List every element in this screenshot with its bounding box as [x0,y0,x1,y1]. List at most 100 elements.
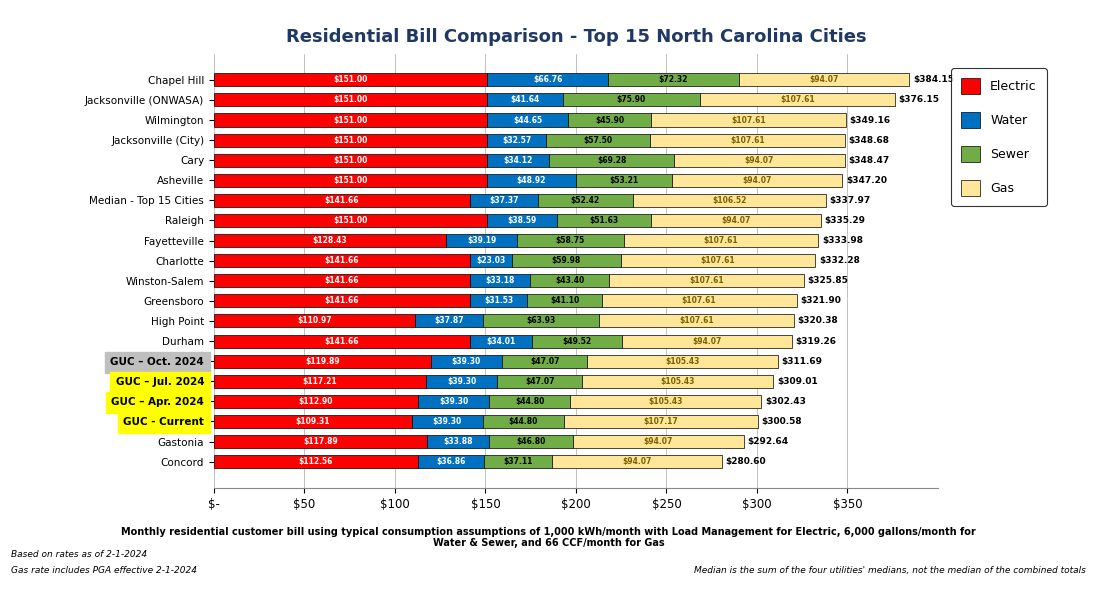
Text: Based on rates as of 2-1-2024: Based on rates as of 2-1-2024 [11,550,147,559]
Text: $117.21: $117.21 [303,377,337,386]
Bar [488,435,574,448]
Bar [418,455,485,468]
Bar [214,114,487,127]
Text: $105.43: $105.43 [666,356,700,366]
Bar [487,214,557,227]
Bar [487,73,608,86]
Bar [214,194,471,207]
Text: $105.43: $105.43 [660,377,695,386]
Text: $151.00: $151.00 [333,115,367,124]
Bar [530,274,609,287]
Bar [587,355,778,368]
Bar [700,93,895,107]
Text: $335.29: $335.29 [825,216,866,225]
Text: $332.28: $332.28 [819,256,860,265]
Text: $47.07: $47.07 [530,356,559,366]
Bar [739,73,909,86]
Bar [214,214,487,227]
Bar [570,395,761,408]
Text: $325.85: $325.85 [807,276,848,285]
Bar [574,435,744,448]
Text: $94.07: $94.07 [743,176,772,185]
Text: $34.12: $34.12 [504,156,533,165]
Text: $107.61: $107.61 [679,317,714,325]
Text: $107.61: $107.61 [701,256,735,265]
Bar [502,355,587,368]
Bar [214,334,471,347]
Text: $75.90: $75.90 [617,95,646,104]
Bar [428,435,488,448]
Text: Median is the sum of the four utilities' medians, not the median of the combined: Median is the sum of the four utilities'… [694,566,1086,575]
Text: $119.89: $119.89 [305,356,340,366]
Bar [487,154,548,167]
Bar [214,174,487,187]
Text: $51.63: $51.63 [589,216,619,225]
Bar [214,375,426,388]
Text: $39.30: $39.30 [432,417,462,426]
Bar [214,415,411,428]
Text: $72.32: $72.32 [659,76,688,84]
Bar [214,254,471,267]
Bar [532,334,622,347]
Text: $94.07: $94.07 [721,216,750,225]
Text: $151.00: $151.00 [333,76,367,84]
Text: $348.68: $348.68 [849,136,890,145]
Text: $33.88: $33.88 [443,437,473,446]
Text: $112.90: $112.90 [298,397,333,406]
Text: $141.66: $141.66 [325,276,360,285]
Bar [483,415,564,428]
Text: $107.61: $107.61 [731,136,765,145]
Text: $33.18: $33.18 [486,276,516,285]
Text: $48.92: $48.92 [517,176,546,185]
Bar [599,314,794,327]
Bar [214,93,487,107]
Bar [675,154,845,167]
Text: $107.61: $107.61 [689,276,724,285]
Bar [548,154,675,167]
Text: $37.37: $37.37 [489,196,519,205]
Bar [485,455,552,468]
Text: $309.01: $309.01 [777,377,817,386]
Bar [214,455,418,468]
Legend: Electric, Water, Sewer, Gas: Electric, Water, Sewer, Gas [951,68,1047,206]
Text: $66.76: $66.76 [533,76,563,84]
Bar [602,295,796,308]
Bar [471,274,530,287]
Text: $320.38: $320.38 [798,317,838,325]
Text: $39.30: $39.30 [446,377,476,386]
Text: $384.15: $384.15 [913,76,954,84]
Bar [214,154,487,167]
Bar [487,93,563,107]
Text: $94.07: $94.07 [692,337,722,346]
Text: $58.75: $58.75 [556,236,585,245]
Bar [214,395,418,408]
Bar [546,134,651,146]
Bar [214,435,428,448]
Bar [622,334,792,347]
Bar [214,314,415,327]
Text: $107.61: $107.61 [704,236,738,245]
Text: $141.66: $141.66 [325,256,360,265]
Text: $141.66: $141.66 [325,296,360,305]
Text: $349.16: $349.16 [849,115,891,124]
Bar [214,134,487,146]
Bar [608,73,739,86]
Text: $107.17: $107.17 [644,417,678,426]
Text: $112.56: $112.56 [298,457,333,466]
Text: $321.90: $321.90 [800,296,841,305]
Bar [497,375,583,388]
Text: $311.69: $311.69 [782,356,823,366]
Bar [564,415,758,428]
Text: $44.80: $44.80 [509,417,539,426]
Text: $109.31: $109.31 [295,417,330,426]
Bar [651,134,845,146]
Text: $107.61: $107.61 [732,115,766,124]
Text: $141.66: $141.66 [325,337,360,346]
Bar [652,114,846,127]
Bar [576,174,672,187]
Text: $151.00: $151.00 [333,176,367,185]
Bar [672,174,842,187]
Text: $41.10: $41.10 [550,296,579,305]
Bar [471,254,512,267]
Bar [214,73,487,86]
